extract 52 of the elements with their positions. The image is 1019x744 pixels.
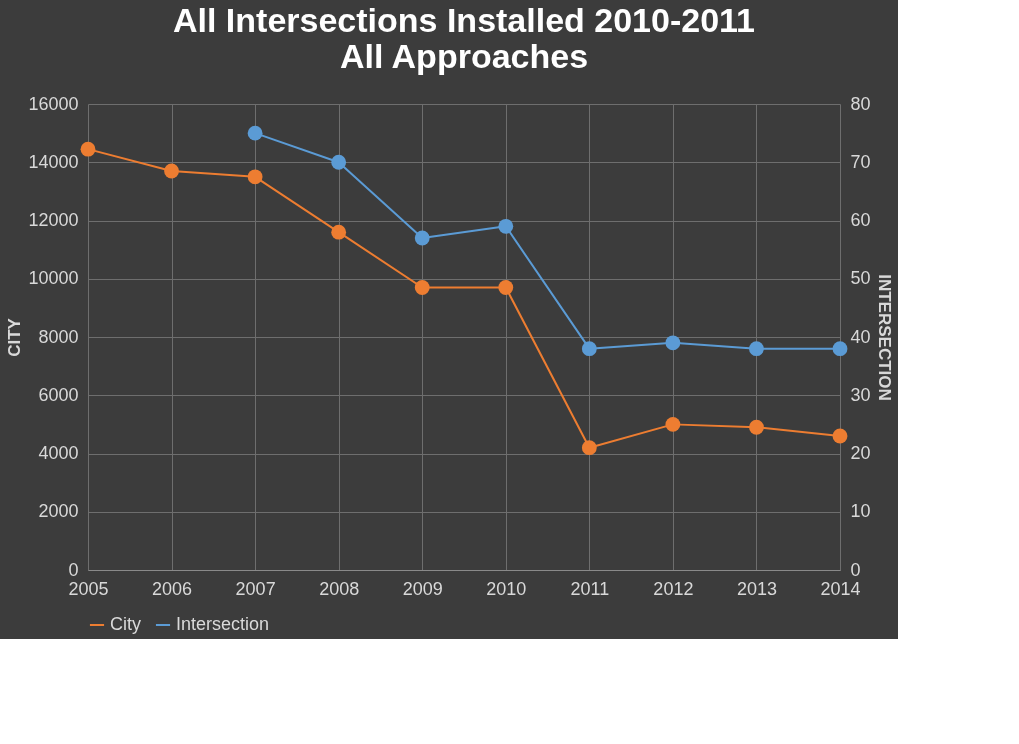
point [247, 169, 263, 185]
y-tick-label: 12000 [28, 210, 79, 230]
y-tick-label: 6000 [38, 384, 79, 405]
point [581, 440, 597, 456]
legend-label: Intersection [176, 614, 270, 634]
y-tick-label: 14000 [28, 151, 79, 172]
y-tick-label: 2000 [38, 501, 79, 522]
y-tick-label: 16000 [28, 93, 79, 114]
point [749, 341, 764, 357]
y2-axis-title: INTERSECTION [874, 274, 894, 401]
y2-tick-label: 20 [850, 443, 871, 463]
point [331, 154, 347, 170]
point [247, 125, 263, 141]
x-tick-label: 2008 [319, 578, 360, 599]
y2-tick-label: 40 [850, 326, 871, 347]
point [414, 280, 430, 295]
y2-tick-label: 50 [850, 268, 871, 289]
y2-tick-label: 10 [850, 501, 871, 522]
point [832, 428, 848, 444]
point [331, 224, 347, 240]
x-tick-label: 2006 [152, 578, 193, 599]
point [164, 163, 179, 179]
y2-tick-label: 60 [850, 210, 871, 230]
point [581, 341, 597, 357]
point [498, 218, 514, 234]
y-tick-label: 8000 [38, 326, 79, 347]
text: All Approaches [339, 37, 589, 75]
legend-label: City [110, 614, 141, 634]
point [665, 416, 681, 432]
y2-tick-label: 30 [850, 384, 871, 405]
x-tick-label: 2014 [820, 578, 861, 599]
y2-tick-label: 0 [850, 559, 861, 580]
y-tick-label: 4000 [38, 443, 79, 463]
x-tick-label: 2009 [402, 578, 443, 599]
x-tick-label: 2012 [653, 578, 694, 599]
x-tick-label: 2013 [736, 578, 777, 599]
point [414, 230, 430, 246]
y2-tick-label: 70 [850, 151, 871, 172]
point [498, 280, 514, 295]
x-tick-label: 2011 [570, 578, 610, 599]
text: All Intersections Installed 2010-2011 [172, 1, 756, 39]
point [749, 419, 764, 435]
point [80, 141, 96, 157]
x-tick-label: 2007 [235, 578, 276, 599]
y-axis-title: CITY [5, 317, 25, 357]
y-tick-label: 0 [68, 559, 79, 580]
point [832, 341, 848, 357]
x-tick-label: 2010 [486, 578, 527, 599]
y2-tick-label: 80 [850, 93, 871, 114]
point [665, 335, 681, 351]
y-tick-label: 10000 [28, 268, 79, 289]
x-tick-label: 2005 [68, 578, 109, 599]
